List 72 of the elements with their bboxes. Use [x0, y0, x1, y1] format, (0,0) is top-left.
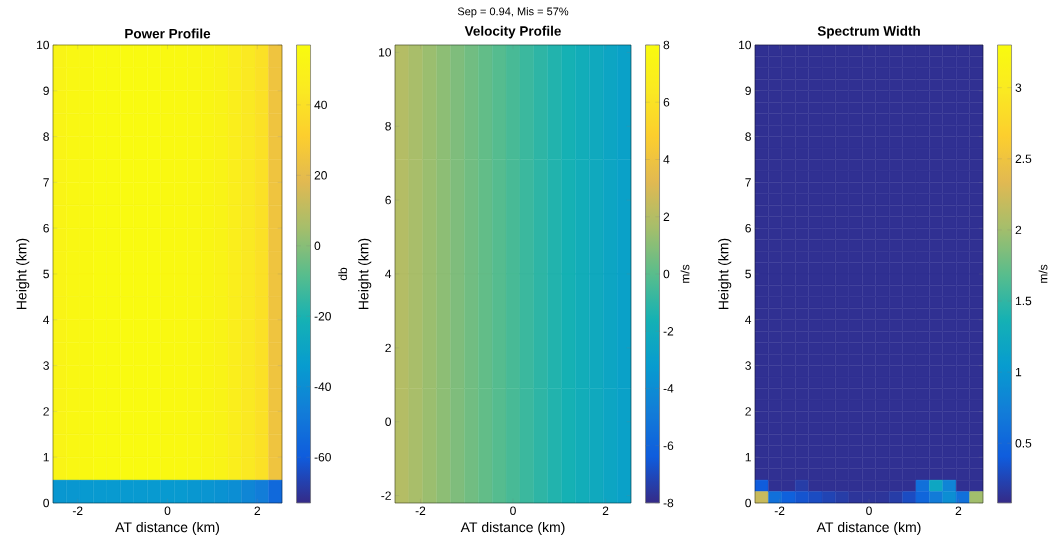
y-axis-title: Height (km)	[718, 238, 732, 310]
color-bar-title: m/s	[1038, 264, 1048, 283]
chart-title: Power Profile	[125, 28, 211, 39]
color-bar-label: 4	[663, 155, 670, 164]
y-tick-label: 10	[739, 40, 752, 50]
y-tick-label: 2	[385, 343, 391, 353]
y-tick-label: 0	[745, 498, 752, 508]
x-tick-label: -2	[72, 506, 83, 515]
color-bar-label: -20	[314, 312, 331, 321]
y-tick-label: 0	[43, 498, 50, 508]
y-tick-label: 4	[745, 315, 752, 324]
color-bar-label: 2.5	[1015, 154, 1032, 164]
x-tick-label: 0	[164, 506, 171, 516]
y-tick-label: 0	[385, 417, 392, 426]
y-tick-label: 9	[745, 86, 751, 96]
color-bar-label: 2	[1015, 225, 1022, 235]
x-tick-label: -2	[415, 506, 426, 515]
color-bar-label: -40	[314, 382, 331, 391]
y-tick-label: -2	[381, 491, 391, 500]
y-tick-label: 9	[43, 86, 49, 96]
y-tick-label: 3	[745, 361, 751, 370]
color-bar-label: -4	[663, 384, 674, 393]
y-tick-label: 5	[745, 269, 751, 279]
y-tick-label: 1	[745, 453, 751, 462]
color-bar-label: -2	[663, 327, 674, 336]
x-axis-title: AT distance (km)	[816, 521, 921, 535]
y-axis-title: Height (km)	[358, 238, 372, 310]
color-bar-label: 6	[663, 98, 670, 107]
y-tick-label: 7	[43, 178, 49, 187]
y-tick-label: 4	[43, 315, 50, 324]
color-bar-label: 8	[663, 40, 670, 50]
chart-title: Spectrum Width	[817, 25, 920, 39]
color-bar-title: db	[338, 267, 348, 281]
y-tick-label: 7	[745, 178, 751, 187]
x-tick-label: 2	[254, 506, 261, 515]
color-bar-label: 1	[1015, 368, 1022, 377]
color-bar-label: 2	[663, 212, 670, 221]
y-tick-label: 4	[385, 269, 392, 279]
y-axis-title: Height (km)	[16, 238, 30, 310]
chart-title: Velocity Profile	[464, 25, 561, 39]
y-tick-label: 5	[43, 269, 49, 279]
color-bar-label: 0	[663, 269, 670, 279]
color-bar-label: -8	[663, 498, 674, 508]
x-tick-label: -2	[774, 506, 785, 515]
y-tick-label: 8	[43, 132, 49, 141]
text: Sep = 0.94, Mis = 57%	[457, 7, 569, 18]
color-bar-label: 20	[314, 171, 327, 180]
y-tick-label: 10	[37, 40, 50, 50]
color-bar-label: 3	[1015, 83, 1022, 92]
color-bar-label: -60	[314, 452, 331, 462]
y-tick-label: 3	[43, 361, 49, 370]
color-bar-label: 1.5	[1015, 296, 1032, 306]
y-tick-label: 6	[745, 223, 751, 233]
y-tick-label: 2	[745, 407, 751, 416]
x-axis-title: AT distance (km)	[460, 521, 565, 535]
x-tick-label: 0	[866, 506, 872, 516]
x-axis-title: AT distance (km)	[115, 521, 220, 535]
x-tick-label: 0	[510, 506, 516, 516]
y-tick-label: 10	[379, 48, 392, 57]
color-bar-label: 40	[314, 100, 327, 110]
color-bar-label: 0.5	[1015, 439, 1032, 448]
y-tick-label: 8	[385, 122, 391, 131]
y-tick-label: 1	[43, 453, 49, 462]
y-tick-label: 8	[745, 132, 751, 141]
color-bar-label: -6	[663, 441, 674, 450]
x-tick-label: 2	[602, 506, 609, 515]
x-tick-label: 2	[955, 506, 962, 515]
color-bar-title: m/s	[680, 264, 690, 283]
color-bar-label: 0	[314, 241, 321, 251]
y-tick-label: 2	[43, 407, 49, 416]
y-tick-label: 6	[385, 195, 391, 205]
y-tick-label: 6	[43, 223, 49, 233]
